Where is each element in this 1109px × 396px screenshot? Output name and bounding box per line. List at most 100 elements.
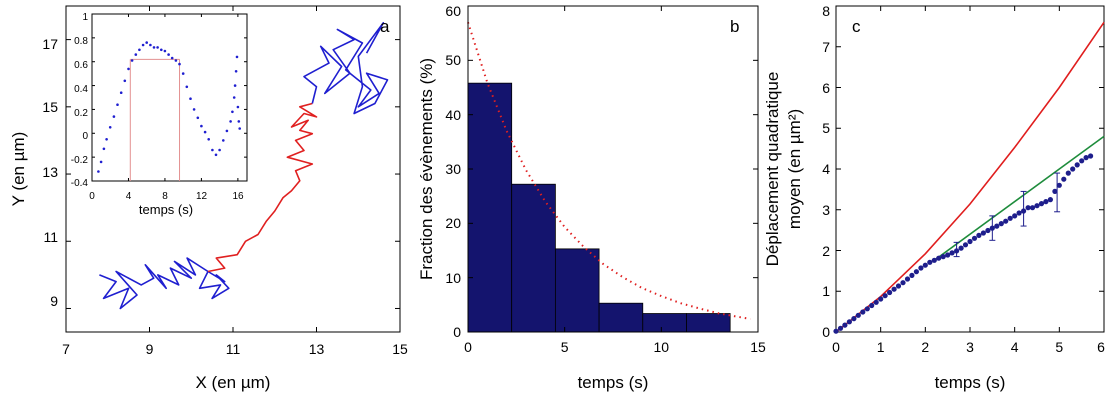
msd-point — [842, 322, 848, 328]
histogram-bar — [554, 248, 600, 333]
inset-point — [130, 59, 134, 62]
panel-c-y-tick-label: 8 — [822, 3, 830, 19]
panel-a-x-tick-label: 7 — [62, 341, 70, 357]
msd-point — [962, 242, 969, 248]
inset-point — [196, 116, 200, 120]
msd-point — [1065, 170, 1071, 176]
msd-point — [980, 230, 987, 236]
inset-point — [108, 126, 112, 129]
inset-point — [160, 48, 163, 52]
trajectory-segment-blue — [303, 21, 389, 115]
histogram-bar — [511, 183, 556, 333]
inset-point — [192, 108, 196, 111]
trajectory-segment-red — [207, 102, 318, 273]
panel-b-fit-curve — [467, 21, 751, 320]
inset-point — [149, 43, 152, 47]
green-fit-line — [933, 135, 1105, 261]
msd-point — [864, 306, 870, 312]
msd-point — [1088, 153, 1094, 159]
msd-point — [967, 238, 973, 245]
msd-point — [913, 269, 920, 275]
inset-point — [123, 79, 127, 83]
panel-a-x-axis-label: X (en µm) — [196, 373, 271, 392]
panel-a-trajectory-lines — [99, 21, 389, 310]
inset-point — [167, 53, 170, 56]
msd-point — [1029, 205, 1036, 211]
inset-point — [102, 147, 106, 151]
inset-y-tick-label: 0.6 — [74, 60, 88, 71]
msd-point — [1043, 199, 1049, 205]
panel-c-y-tick-label: 6 — [822, 80, 830, 96]
inset-point — [185, 85, 189, 89]
panel-a-y-tick-label: 9 — [50, 293, 58, 309]
panel-a-x-tick-label: 13 — [309, 341, 325, 357]
panel-b-letter: b — [730, 17, 739, 36]
msd-point — [833, 328, 839, 334]
msd-point — [837, 325, 844, 331]
msd-point — [1061, 176, 1067, 182]
inset-point — [105, 138, 108, 141]
inset-point — [127, 67, 130, 71]
msd-point — [940, 254, 946, 260]
inset-point — [214, 153, 218, 157]
panel-a-inset: 1 0.8 0.6 0.4 0.2 0 -0.2 -0.4 0 4 8 12 1… — [71, 12, 248, 217]
panel-c-error-bars — [953, 172, 1061, 258]
panel-c-y-tick-label: 5 — [822, 120, 830, 136]
panel-a-x-tick-label: 9 — [146, 341, 154, 357]
inset-point — [234, 70, 238, 73]
histogram-bar — [598, 302, 644, 333]
histogram-bar — [686, 313, 731, 333]
msd-point — [958, 245, 964, 251]
inset-point — [174, 59, 178, 62]
inset-point — [232, 96, 236, 99]
inset-point — [207, 138, 210, 141]
panel-b-x-tick-label: 10 — [654, 339, 670, 355]
msd-point — [891, 286, 897, 292]
panel-b-x-tick-label: 5 — [561, 339, 569, 355]
inset-point — [200, 124, 203, 128]
inset-point — [189, 97, 192, 100]
panel-c-x-tick-label: 5 — [1055, 339, 1063, 355]
panel-c-y-tick-label: 7 — [822, 39, 830, 55]
inset-x-tick-label: 16 — [232, 191, 244, 202]
inset-point — [116, 103, 119, 106]
msd-point — [1007, 215, 1013, 221]
inset-x-tick-label: 0 — [89, 191, 95, 202]
panel-c-ticks — [835, 5, 1105, 333]
inset-point — [203, 130, 207, 134]
inset-point — [229, 120, 232, 123]
msd-point — [936, 255, 942, 261]
inset-x-tick-label: 12 — [196, 191, 208, 202]
panel-c-msd: 0 1 2 3 4 5 6 0 1 2 3 4 5 6 7 8 temps (s… — [763, 3, 1105, 392]
inset-point — [97, 170, 100, 173]
inset-point — [238, 127, 241, 130]
inset-point — [181, 72, 185, 75]
panel-a-x-tick-label: 11 — [226, 341, 241, 357]
msd-point — [931, 257, 937, 263]
trajectory-segment-blue — [99, 257, 230, 310]
msd-point — [927, 259, 933, 265]
panel-a-y-tick-label: 17 — [42, 36, 58, 52]
msd-point — [1083, 155, 1089, 161]
inset-point — [141, 43, 145, 47]
panel-b-y-tick-label: 50 — [445, 52, 461, 68]
msd-point — [976, 232, 982, 238]
inset-point — [231, 110, 234, 114]
panel-a-y-tick-label: 13 — [42, 164, 58, 180]
inset-point — [211, 148, 214, 152]
inset-point — [235, 55, 239, 59]
panel-a-x-tick-label: 15 — [392, 341, 408, 357]
inset-point — [145, 41, 148, 44]
msd-point — [1056, 182, 1062, 188]
msd-point — [994, 223, 1000, 229]
histogram-bar — [642, 313, 687, 333]
inset-point — [156, 46, 159, 49]
msd-point — [860, 309, 866, 315]
panel-c-y-tick-label: 3 — [822, 202, 830, 218]
inset-y-tick-label: 0.4 — [74, 84, 88, 95]
inset-point — [222, 139, 225, 142]
msd-point — [1012, 213, 1018, 219]
panel-c-x-axis-label: temps (s) — [935, 373, 1006, 392]
inset-x-axis-label: temps (s) — [139, 202, 193, 217]
inset-y-tick-label: -0.4 — [71, 178, 89, 189]
